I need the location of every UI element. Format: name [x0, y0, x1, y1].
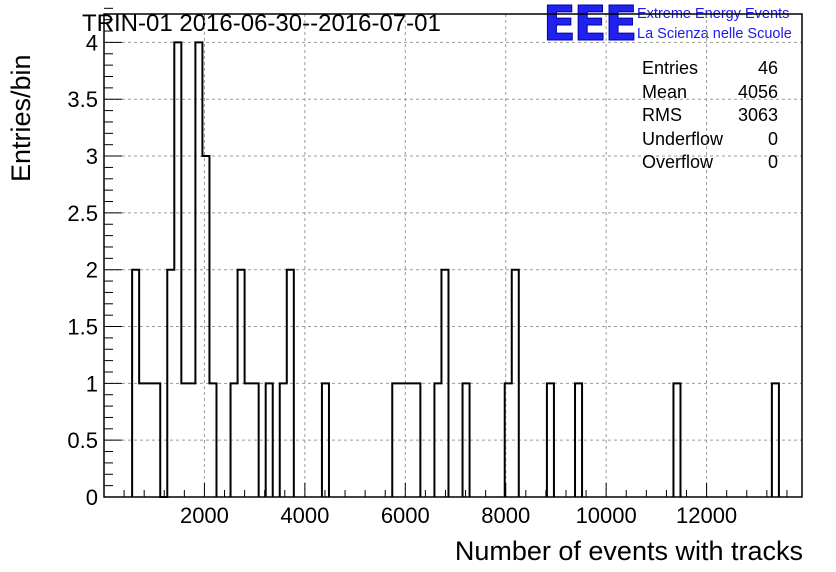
x-tick-label: 8000: [481, 503, 530, 528]
y-axis-label: Entries/bin: [6, 54, 36, 182]
stat-row-rms: RMS 3063: [638, 105, 780, 129]
y-tick-label: 2.5: [67, 201, 98, 226]
x-tick-label: 4000: [280, 503, 329, 528]
stats-box: Entries 46 Mean 4056 RMS 3063 Underflow …: [638, 58, 780, 176]
stat-row-overflow: Overflow 0: [638, 152, 780, 176]
histogram-outline: [131, 41, 780, 498]
logo-line-2: La Scienza nelle Scuole: [637, 26, 792, 42]
x-tick-label: 10000: [576, 503, 637, 528]
y-tick-label: 2: [86, 258, 98, 283]
stat-row-entries: Entries 46: [638, 58, 780, 82]
plot-frame: [103, 13, 803, 498]
stat-value: 3063: [737, 105, 778, 125]
stat-value: 4056: [737, 81, 778, 102]
y-tick-label: 1: [86, 371, 98, 396]
y-tick-label: 1.5: [67, 315, 98, 340]
stat-value: 46: [757, 58, 778, 78]
stat-name: Underflow: [642, 128, 724, 149]
x-axis-label: Number of events with tracks: [454, 536, 803, 566]
x-tick-label: 6000: [381, 503, 430, 528]
stat-row-underflow: Underflow 0: [638, 129, 780, 153]
stat-name: RMS: [642, 105, 682, 125]
y-tick-label: 0: [86, 485, 98, 510]
stat-name: Entries: [642, 58, 699, 78]
eee-logo-mark: EEE: [542, 0, 637, 52]
stat-name: Mean: [642, 81, 688, 102]
stat-name: Overflow: [642, 152, 714, 172]
y-tick-label: 3.5: [67, 87, 98, 112]
y-tick-label: 3: [86, 144, 98, 169]
x-tick-label: 12000: [676, 503, 737, 528]
stat-value: 0: [767, 128, 778, 149]
stat-value: 0: [767, 152, 778, 172]
x-tick-label: 2000: [180, 503, 229, 528]
y-tick-label: 0.5: [67, 428, 98, 453]
y-tick-label: 4: [86, 30, 98, 55]
stat-row-mean: Mean 4056: [638, 82, 780, 106]
